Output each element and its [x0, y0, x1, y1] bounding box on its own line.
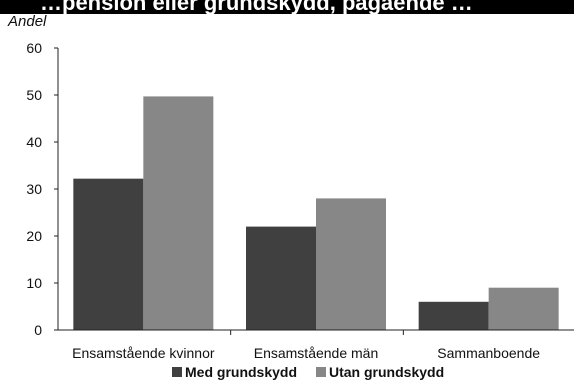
legend: Med grundskydd Utan grundskydd	[172, 364, 444, 380]
x-axis: Ensamstående kvinnor Ensamstående män Samm…	[72, 345, 540, 361]
bar	[316, 198, 386, 330]
bar	[488, 287, 559, 330]
legend-swatch	[172, 367, 182, 377]
y-axis: 0 10 20 30 40 50 60	[26, 40, 58, 338]
bar	[143, 96, 214, 330]
y-tick-label: 30	[26, 181, 42, 197]
x-tick-label: Ensamstående män	[254, 345, 379, 361]
bar	[73, 178, 144, 330]
y-axis-label: Andel	[7, 13, 47, 30]
header-text: …pension eller grundskydd, pågående …	[40, 0, 473, 15]
bars-group	[73, 96, 559, 330]
y-tick-label: 20	[26, 228, 42, 244]
y-tick-label: 0	[34, 322, 42, 338]
axes	[57, 48, 574, 335]
header-bar	[0, 0, 574, 14]
y-tick-label: 60	[26, 40, 42, 56]
legend-label: Med grundskydd	[185, 364, 297, 380]
y-tick-label: 50	[26, 87, 42, 103]
y-tick-label: 40	[26, 134, 42, 150]
bar	[418, 301, 489, 330]
y-tick-label: 10	[26, 275, 42, 291]
x-tick-label: Ensamstående kvinnor	[72, 345, 215, 361]
bar	[246, 226, 316, 330]
legend-swatch	[316, 367, 326, 377]
x-tick-label: Sammanboende	[437, 345, 540, 361]
legend-label: Utan grundskydd	[329, 364, 444, 380]
